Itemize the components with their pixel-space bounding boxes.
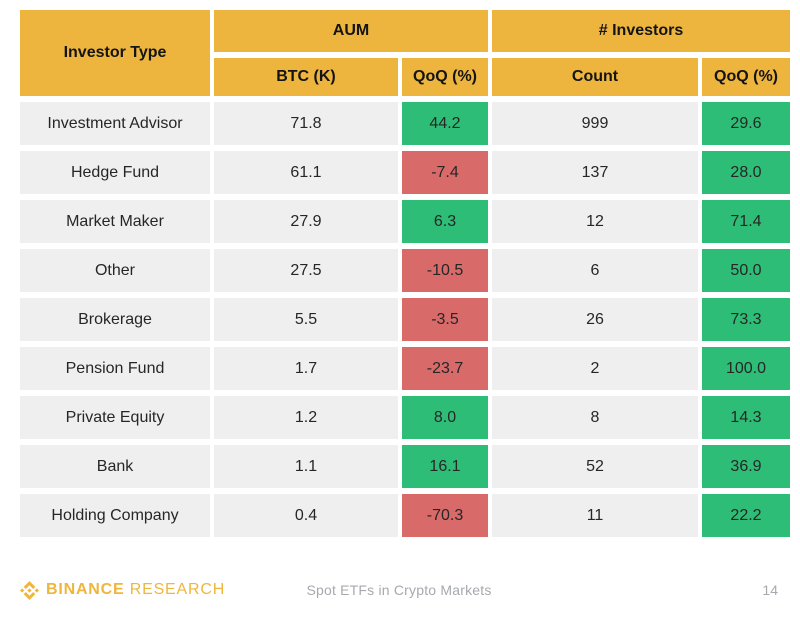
investors-qoq-cell: 100.0: [702, 347, 790, 390]
aum-qoq-cell: 16.1: [402, 445, 488, 488]
btc-k-cell: 1.2: [214, 396, 398, 439]
brand-research-label: RESEARCH: [129, 581, 226, 598]
count-cell: 26: [492, 298, 698, 341]
header-count: Count: [492, 58, 698, 96]
header-investors-qoq: QoQ (%): [702, 58, 790, 96]
header-investor-type: Investor Type: [20, 10, 210, 96]
count-cell: 137: [492, 151, 698, 194]
btc-k-cell: 5.5: [214, 298, 398, 341]
report-title: Spot ETFs in Crypto Markets: [306, 582, 492, 598]
investor-type-cell: Holding Company: [20, 494, 210, 537]
investors-qoq-cell: 28.0: [702, 151, 790, 194]
count-cell: 999: [492, 102, 698, 145]
investor-type-cell: Brokerage: [20, 298, 210, 341]
investors-qoq-cell: 22.2: [702, 494, 790, 537]
aum-qoq-cell: -3.5: [402, 298, 488, 341]
aum-qoq-cell: 44.2: [402, 102, 488, 145]
count-cell: 8: [492, 396, 698, 439]
investor-type-cell: Other: [20, 249, 210, 292]
btc-k-cell: 1.7: [214, 347, 398, 390]
btc-k-cell: 71.8: [214, 102, 398, 145]
aum-qoq-cell: -23.7: [402, 347, 488, 390]
binance-research-logo: BINANCE RESEARCH: [20, 580, 225, 600]
aum-qoq-cell: -7.4: [402, 151, 488, 194]
count-cell: 11: [492, 494, 698, 537]
count-cell: 2: [492, 347, 698, 390]
count-cell: 52: [492, 445, 698, 488]
aum-qoq-cell: 6.3: [402, 200, 488, 243]
count-cell: 12: [492, 200, 698, 243]
investor-etf-table: Investor Type AUM # Investors BTC (K) Qo…: [20, 10, 790, 537]
investor-type-cell: Hedge Fund: [20, 151, 210, 194]
header-group-aum: AUM: [214, 10, 488, 52]
page-number: 14: [762, 582, 778, 598]
btc-k-cell: 0.4: [214, 494, 398, 537]
investors-qoq-cell: 50.0: [702, 249, 790, 292]
investors-qoq-cell: 73.3: [702, 298, 790, 341]
binance-diamond-icon: [20, 580, 39, 600]
investors-qoq-cell: 14.3: [702, 396, 790, 439]
aum-qoq-cell: -70.3: [402, 494, 488, 537]
investor-type-cell: Bank: [20, 445, 210, 488]
investors-qoq-cell: 36.9: [702, 445, 790, 488]
investors-qoq-cell: 29.6: [702, 102, 790, 145]
investor-type-cell: Private Equity: [20, 396, 210, 439]
page-footer: BINANCE RESEARCH Spot ETFs in Crypto Mar…: [20, 578, 778, 602]
btc-k-cell: 1.1: [214, 445, 398, 488]
count-cell: 6: [492, 249, 698, 292]
btc-k-cell: 27.9: [214, 200, 398, 243]
brand-wordmark: BINANCE RESEARCH: [46, 581, 225, 599]
aum-qoq-cell: -10.5: [402, 249, 488, 292]
investor-type-cell: Pension Fund: [20, 347, 210, 390]
btc-k-cell: 27.5: [214, 249, 398, 292]
header-group-investors: # Investors: [492, 10, 790, 52]
investor-type-cell: Market Maker: [20, 200, 210, 243]
header-aum-qoq: QoQ (%): [402, 58, 488, 96]
brand-binance-label: BINANCE: [46, 581, 125, 598]
aum-qoq-cell: 8.0: [402, 396, 488, 439]
investor-type-cell: Investment Advisor: [20, 102, 210, 145]
btc-k-cell: 61.1: [214, 151, 398, 194]
investors-qoq-cell: 71.4: [702, 200, 790, 243]
header-btc-k: BTC (K): [214, 58, 398, 96]
